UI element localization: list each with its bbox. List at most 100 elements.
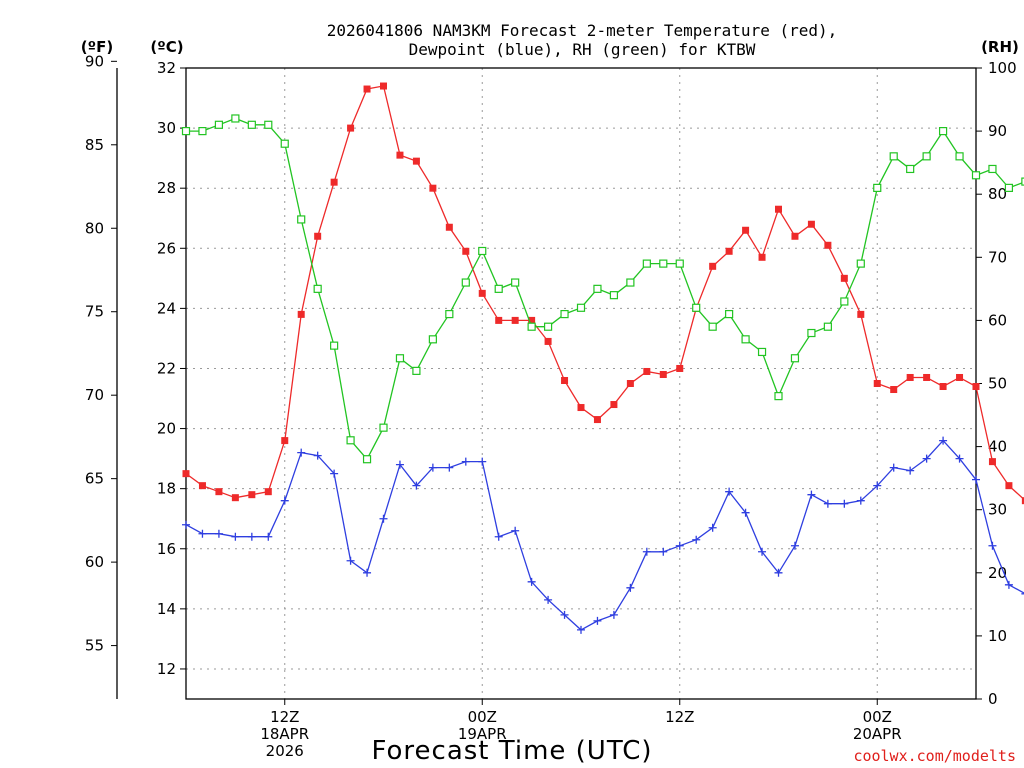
dewpoint-point <box>988 541 997 550</box>
temperature-point <box>1021 497 1024 505</box>
rh-point <box>412 366 421 375</box>
celsius-axis: 12 14 16 18 20 22 24 26 28 30 32 <box>157 59 186 678</box>
temperature-point <box>561 376 569 384</box>
dewpoint-point <box>379 514 388 523</box>
rh-point <box>692 303 701 312</box>
temperature-point <box>478 289 486 297</box>
rh-point <box>922 152 931 161</box>
fahrenheit-tick-label: 90 <box>85 52 104 70</box>
dewpoint-point <box>939 436 948 445</box>
dewpoint-point <box>461 457 470 466</box>
rh-point <box>181 126 191 136</box>
temperature-point <box>857 310 865 318</box>
rh-point <box>395 354 405 363</box>
rh-point <box>675 259 684 268</box>
rh-point <box>445 309 454 319</box>
temperature-point <box>445 223 453 231</box>
celsius-tick-label: 16 <box>157 540 176 558</box>
dewpoint-point <box>873 481 882 490</box>
fahrenheit-tick-label: 60 <box>85 553 104 571</box>
fahrenheit-unit-label: (ºF) <box>81 38 113 56</box>
fahrenheit-tick-label: 55 <box>85 637 104 655</box>
time-tick-label: 20APR <box>853 725 902 743</box>
dewpoint-point <box>955 454 964 463</box>
temperature-point <box>824 241 832 249</box>
rh-tick-label: 50 <box>988 375 1007 393</box>
dewpoint-point <box>692 535 701 544</box>
rh-point <box>971 171 981 180</box>
dewpoint-point <box>758 547 767 556</box>
temperature-point <box>807 220 815 228</box>
rh-tick-label: 60 <box>988 311 1007 329</box>
temperature-point <box>906 373 914 381</box>
rh-point <box>593 284 602 293</box>
temperature-point <box>544 337 552 345</box>
rh-point <box>428 335 437 344</box>
dewpoint-point <box>395 460 404 469</box>
rh-point <box>346 436 355 445</box>
temperature-point <box>1005 482 1013 490</box>
fahrenheit-tick-label: 70 <box>85 386 104 404</box>
time-tick-label: 2026 <box>266 742 304 760</box>
rh-point <box>873 183 882 192</box>
rh-point <box>741 335 750 344</box>
rh-tick-label: 0 <box>988 690 998 708</box>
rh-point <box>659 259 668 268</box>
rh-point <box>543 322 553 331</box>
temperature-point <box>396 151 404 159</box>
dewpoint-point <box>1021 593 1024 595</box>
temperature-point <box>956 373 964 381</box>
dewpoint-point <box>889 463 898 472</box>
dewpoint-point <box>280 496 289 505</box>
dewpoint-point <box>198 529 207 538</box>
temperature-point <box>182 470 190 478</box>
temperature-point <box>939 383 947 391</box>
celsius-tick-label: 12 <box>157 660 176 678</box>
fahrenheit-tick-label: 85 <box>85 136 104 154</box>
temperature-point <box>890 386 898 394</box>
rh-point <box>264 120 273 129</box>
dewpoint-point <box>922 454 931 463</box>
rh-point <box>231 114 240 123</box>
rh-point <box>856 259 865 268</box>
temperature-point <box>429 184 437 192</box>
dewpoint-point <box>297 448 306 457</box>
rh-point <box>198 126 207 136</box>
rh-point <box>247 120 256 129</box>
rh-point <box>889 152 898 161</box>
rh-point <box>626 278 635 287</box>
rh-point <box>938 126 948 136</box>
dewpoint-point <box>313 451 322 460</box>
rh-point <box>313 284 322 293</box>
dewpoint-line <box>185 439 1024 631</box>
temperature-point <box>758 253 766 261</box>
rh-tick-label: 90 <box>988 122 1007 140</box>
temperature-point <box>840 274 848 282</box>
rh-point <box>1004 183 1014 192</box>
rh-point <box>757 347 767 357</box>
temperature-point <box>626 380 634 387</box>
rh-point <box>955 152 964 161</box>
dewpoint-point <box>527 577 536 586</box>
dewpoint-point <box>626 583 635 592</box>
temperature-line <box>185 85 1024 501</box>
temperature-point <box>511 316 519 324</box>
dewpoint-point <box>445 463 454 472</box>
temperature-point <box>264 488 272 496</box>
rh-tick-label: 40 <box>988 438 1007 456</box>
temperature-point <box>593 416 601 424</box>
chart-title-line2: Dewpoint (blue), RH (green) for KTBW <box>409 40 756 59</box>
rh-point <box>214 120 224 129</box>
temperature-point <box>791 232 799 240</box>
temperature-point <box>923 373 931 381</box>
fahrenheit-tick-label: 80 <box>85 219 104 237</box>
celsius-tick-label: 18 <box>157 480 176 498</box>
temperature-point <box>775 205 782 213</box>
time-tick-label: 18APR <box>260 725 309 743</box>
rh-point <box>576 303 586 312</box>
celsius-tick-label: 14 <box>157 600 176 618</box>
dewpoint-point <box>412 481 421 490</box>
temperature-point <box>330 178 338 186</box>
